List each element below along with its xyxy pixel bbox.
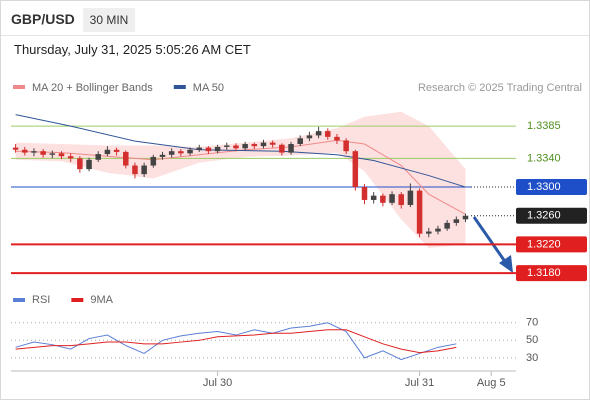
- level-box: [516, 207, 587, 224]
- candle-body: [370, 195, 377, 200]
- candle-body: [233, 145, 239, 149]
- candle-body: [77, 158, 83, 170]
- source: Research © 2025 Trading Central: [418, 82, 582, 94]
- candle-body: [435, 228, 441, 232]
- timestamp: Thursday, July 31, 2025 5:05:26 AM CET: [14, 42, 251, 57]
- legend-label: MA 50: [193, 82, 224, 94]
- candle-body: [297, 138, 303, 145]
- level-label: 1.3180: [527, 267, 561, 279]
- forecast-arrow: [472, 216, 508, 264]
- candle-body: [168, 151, 175, 155]
- candle-body: [453, 219, 460, 223]
- candle-body: [205, 147, 212, 152]
- candle-body: [398, 194, 404, 205]
- level-label: 1.3260: [527, 210, 561, 222]
- divider: [1, 35, 589, 36]
- candle-body: [132, 165, 138, 175]
- candle-body: [178, 151, 184, 154]
- candle-body: [325, 131, 331, 137]
- level-label: 1.3300: [527, 181, 561, 193]
- legend-swatch: [71, 298, 84, 302]
- candle-body: [12, 147, 19, 150]
- candle-body: [214, 146, 221, 152]
- candle-body: [416, 190, 423, 234]
- candle-body: [279, 144, 285, 153]
- candle-body: [306, 135, 313, 139]
- candle-body: [123, 151, 129, 166]
- symbol: GBP/USD: [11, 11, 75, 27]
- candle-body: [315, 131, 322, 136]
- candle-body: [334, 136, 340, 141]
- level-box: [516, 236, 587, 253]
- indicator-line: [15, 329, 457, 354]
- level-label: 1.3220: [527, 238, 561, 250]
- legend-swatch: [173, 85, 186, 89]
- indicator-line: [15, 322, 457, 361]
- legend-swatch: [13, 85, 25, 89]
- candle-body: [67, 156, 74, 159]
- candle-body: [352, 151, 359, 188]
- candle-body: [361, 187, 368, 200]
- y-tick-label: 30: [526, 352, 538, 364]
- x-tick-label: Jul 30: [203, 377, 232, 389]
- candle-body: [58, 153, 65, 157]
- candle-body: [95, 154, 101, 160]
- candle-body: [242, 144, 248, 149]
- candle-body: [159, 154, 166, 157]
- legend-swatch: [13, 298, 25, 302]
- y-tick-label: 50: [526, 334, 538, 346]
- candle-body: [187, 149, 193, 154]
- candle-body: [196, 147, 202, 150]
- candle-body: [150, 156, 157, 166]
- x-tick-label: Aug 5: [477, 377, 506, 389]
- level-box: [516, 265, 587, 282]
- bollinger-band: [15, 111, 466, 248]
- arrow-head: [499, 255, 513, 273]
- candle-body: [113, 149, 120, 152]
- level-label: 1.3385: [527, 120, 561, 132]
- timeframe[interactable]: 30 MIN: [83, 8, 135, 32]
- legend-label: RSI: [32, 294, 50, 306]
- candle-body: [444, 222, 450, 229]
- candle-body: [462, 215, 469, 220]
- legend-label: 9MA: [90, 294, 113, 306]
- level-box: [516, 179, 587, 196]
- candle-body: [49, 153, 56, 155]
- level-label: 1.3340: [527, 152, 561, 164]
- candle-body: [141, 165, 147, 175]
- candle-body: [224, 145, 230, 147]
- candle-body: [31, 151, 37, 153]
- candle-body: [269, 142, 276, 145]
- candle-body: [22, 149, 28, 153]
- candle-body: [86, 159, 92, 170]
- candle-body: [380, 195, 386, 203]
- candle-body: [40, 151, 46, 155]
- legend-label: MA 20 + Bollinger Bands: [32, 82, 153, 94]
- candle-body: [251, 144, 258, 147]
- y-tick-label: 70: [526, 317, 538, 329]
- candle-body: [407, 190, 414, 205]
- candle-body: [288, 144, 294, 153]
- candle-body: [343, 140, 349, 152]
- candle-body: [426, 231, 432, 234]
- candle-body: [104, 149, 111, 155]
- x-tick-label: Jul 31: [405, 377, 434, 389]
- candle-body: [389, 194, 395, 203]
- candle-body: [260, 142, 267, 147]
